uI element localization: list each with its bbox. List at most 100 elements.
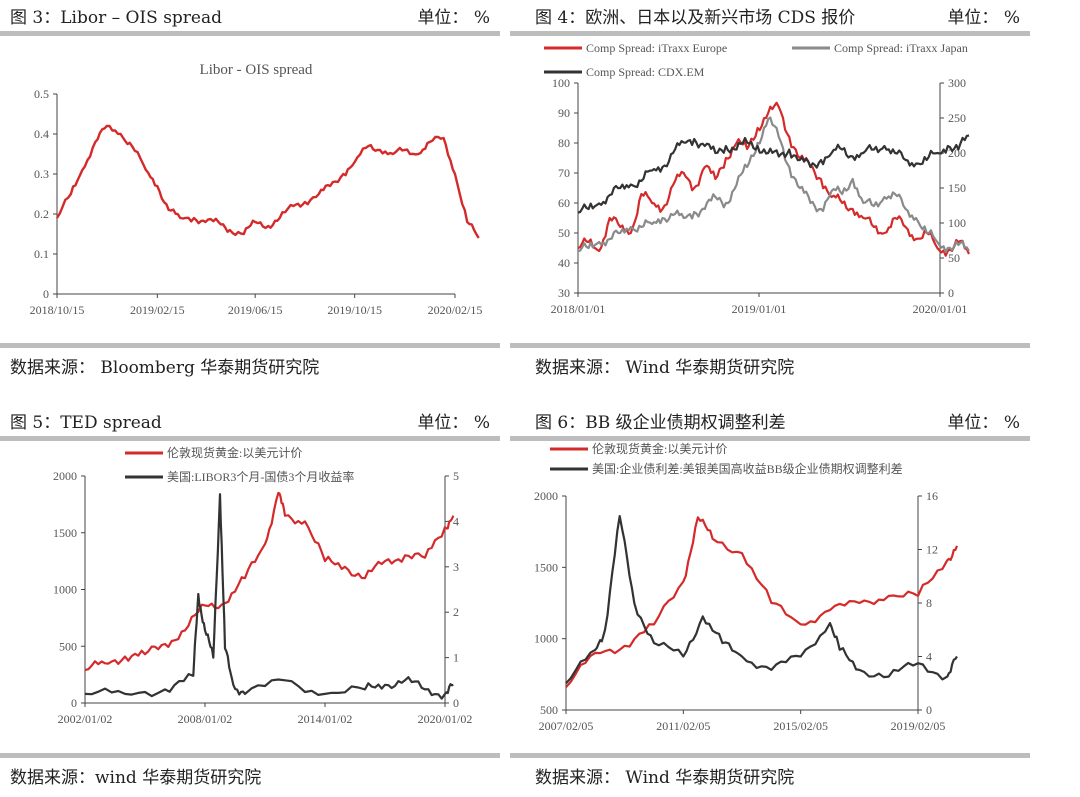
legend-label: 美国:企业债利差:美银美国高收益BB级企业债期权调整利差	[592, 461, 903, 476]
x-tick-label: 2014/01/02	[298, 712, 353, 726]
y2-tick-label: 4	[453, 514, 459, 528]
figure-title: 图 4：欧洲、日本以及新兴市场 CDS 报价	[535, 8, 856, 28]
y2-tick-label: 50	[948, 251, 960, 265]
panel-header: 图 3：Libor – OIS spread 单位： %	[0, 0, 500, 30]
y2-tick-label: 5	[453, 469, 459, 483]
y2-tick-label: 0	[926, 703, 932, 717]
x-tick-label: 2011/02/05	[656, 719, 710, 733]
x-tick-label: 2020/01/02	[418, 712, 473, 726]
chart-ted: 0 500 1000 1500 2000 0 1 2 3 4 5 2002/01/02 2008/01/…	[53, 445, 473, 726]
legend-label: 美国:LIBOR3个月-国债3个月收益率	[167, 469, 354, 484]
series-line	[55, 124, 480, 239]
y2-tick-label: 2	[453, 605, 459, 619]
panel-ted: 图 5：TED spread 单位： % 0 500 1000 1500 2000 0 1 2…	[0, 405, 500, 797]
series-line	[84, 493, 454, 700]
panel-header: 图 6：BB 级企业债期权调整利差 单位： %	[510, 405, 1030, 435]
legend-label: 伦敦现货黄金:以美元计价	[592, 441, 727, 456]
y-tick-label: 0.2	[34, 207, 49, 221]
y-tick-label: 500	[540, 703, 558, 717]
y2-tick-label: 12	[926, 543, 938, 557]
chart-cds: 304050607080901000501001502002503002018/…	[544, 41, 970, 316]
legend-label: Comp Spread: iTraxx Japan	[834, 41, 968, 55]
header-rule	[0, 31, 500, 36]
y-tick-label: 80	[558, 136, 570, 150]
y-tick-label: 40	[558, 256, 570, 270]
figure-title: 图 6：BB 级企业债期权调整利差	[535, 413, 786, 433]
y-tick-label: 70	[558, 166, 570, 180]
y-tick-label: 60	[558, 196, 570, 210]
source-note: 数据来源： Wind 华泰期货研究院	[535, 768, 795, 788]
y-tick-label: 0	[43, 287, 49, 301]
legend-label: 伦敦现货黄金:以美元计价	[167, 445, 302, 460]
x-tick-label: 2015/02/05	[773, 719, 828, 733]
y-tick-label: 2000	[534, 489, 558, 503]
series-line	[565, 515, 958, 685]
y2-tick-label: 4	[926, 650, 932, 664]
unit-label: 单位： %	[947, 8, 1020, 28]
panel-bb-oas: 图 6：BB 级企业债期权调整利差 单位： % 500 1000 1500 2000 0…	[510, 405, 1030, 797]
y-tick-label: 0.3	[34, 167, 49, 181]
figure-title: 图 3：Libor – OIS spread	[10, 8, 223, 28]
series-line	[84, 491, 455, 672]
x-tick-label: 2018/10/15	[30, 303, 85, 317]
panel-cds: 图 4：欧洲、日本以及新兴市场 CDS 报价 单位： % 30 40 50 60 70 8…	[510, 0, 1030, 395]
figure-title: 图 5：TED spread	[10, 413, 162, 433]
y-tick-label: 0.4	[34, 127, 49, 141]
x-tick-label: 2019/02/15	[130, 303, 185, 317]
header-rule	[510, 31, 1030, 36]
source-note: 数据来源：wind 华泰期货研究院	[10, 768, 262, 788]
legend-label: Comp Spread: iTraxx Europe	[586, 41, 727, 55]
header-rule	[510, 436, 1030, 441]
footer-rule	[510, 343, 1030, 348]
series-line	[577, 101, 970, 257]
y2-tick-label: 1	[453, 651, 459, 665]
y-tick-label: 0	[71, 696, 77, 710]
y2-tick-label: 16	[926, 489, 938, 503]
series-line	[565, 516, 959, 688]
x-tick-label: 2002/01/02	[58, 712, 113, 726]
y2-tick-label: 150	[948, 181, 966, 195]
source-note: 数据来源： Wind 华泰期货研究院	[535, 358, 795, 378]
y-tick-label: 500	[59, 639, 77, 653]
chart-title: Libor - OIS spread	[200, 62, 313, 78]
y-tick-label: 1000	[53, 583, 77, 597]
y2-tick-label: 250	[948, 111, 966, 125]
footer-rule	[0, 343, 500, 348]
y-tick-label: 0.5	[34, 87, 49, 101]
unit-label: 单位： %	[417, 413, 490, 433]
unit-label: 单位： %	[417, 8, 490, 28]
x-tick-label: 2019/06/15	[228, 303, 283, 317]
x-tick-label: 2020/02/15	[428, 303, 483, 317]
y2-tick-label: 100	[948, 216, 966, 230]
x-tick-label: 2019/01/01	[732, 302, 787, 316]
panel-header: 图 4：欧洲、日本以及新兴市场 CDS 报价 单位： %	[510, 0, 1030, 30]
y2-tick-label: 3	[453, 560, 459, 574]
y-tick-label: 0.1	[34, 247, 49, 261]
x-tick-label: 2020/01/01	[913, 302, 968, 316]
source-note: 数据来源： Bloomberg 华泰期货研究院	[10, 358, 320, 378]
y-tick-label: 1500	[53, 526, 77, 540]
y2-tick-label: 300	[948, 76, 966, 90]
panel-header: 图 5：TED spread 单位： %	[0, 405, 500, 435]
y-tick-label: 90	[558, 106, 570, 120]
y2-tick-label: 0	[948, 286, 954, 300]
series-line	[577, 134, 970, 214]
x-tick-label: 2019/10/15	[327, 303, 382, 317]
chart-bb-oas: 500 1000 1500 2000 0 4 8 12 16 2007/02/05 2011/02/…	[534, 441, 959, 733]
x-tick-label: 2019/02/05	[891, 719, 946, 733]
header-rule	[0, 436, 500, 441]
y-tick-label: 100	[552, 76, 570, 90]
series-line	[577, 116, 970, 254]
y-tick-label: 30	[558, 286, 570, 300]
x-tick-label: 2018/01/01	[551, 302, 606, 316]
legend-label: Comp Spread: CDX.EM	[586, 65, 705, 79]
y2-tick-label: 8	[926, 596, 932, 610]
y2-tick-label: 0	[453, 696, 459, 710]
footer-rule	[0, 753, 500, 758]
x-tick-label: 2007/02/05	[539, 719, 594, 733]
y-tick-label: 50	[558, 226, 570, 240]
y-tick-label: 2000	[53, 469, 77, 483]
chart-libor-ois: 0 0.1 0.2 0.3 0.4 0.5 2018/10/15 2019/02/15 2019…	[30, 62, 483, 317]
y-tick-label: 1000	[534, 632, 558, 646]
unit-label: 单位： %	[947, 413, 1020, 433]
